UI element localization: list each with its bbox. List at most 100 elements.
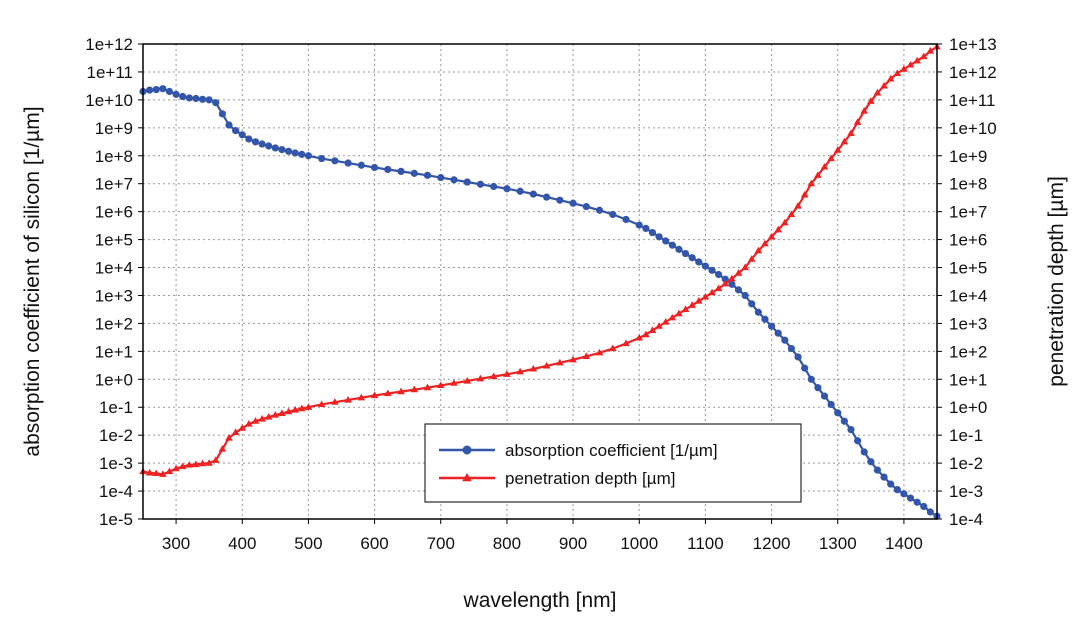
penetration-point bbox=[304, 403, 313, 410]
right-tick-label: 1e-1 bbox=[949, 426, 983, 445]
right-tick-label: 1e-3 bbox=[949, 482, 983, 501]
x-tick-label: 1000 bbox=[620, 534, 658, 553]
absorption-point bbox=[556, 196, 564, 204]
right-tick-label: 1e+5 bbox=[949, 259, 987, 278]
penetration-point bbox=[284, 407, 293, 415]
absorption-point bbox=[543, 193, 551, 201]
penetration-point bbox=[298, 404, 306, 412]
penetration-point bbox=[205, 459, 213, 466]
absorption-point bbox=[238, 131, 246, 139]
penetration-point bbox=[919, 52, 928, 60]
absorption-point bbox=[284, 147, 293, 155]
penetration-point bbox=[251, 417, 260, 424]
x-tick-label: 400 bbox=[228, 534, 256, 553]
left-tick-label: 1e-2 bbox=[99, 426, 133, 445]
penetration-point bbox=[794, 202, 802, 209]
absorption-point bbox=[926, 508, 934, 516]
penetration-point bbox=[747, 255, 756, 262]
series-penetration bbox=[139, 42, 941, 477]
absorption-point bbox=[437, 173, 445, 182]
penetration-point bbox=[873, 88, 882, 96]
penetration-point bbox=[655, 322, 663, 329]
x-tick-label: 1100 bbox=[687, 534, 724, 553]
absorption-point bbox=[503, 185, 511, 193]
absorption-point bbox=[179, 92, 187, 101]
penetration-point bbox=[820, 162, 829, 170]
absorption-point bbox=[741, 291, 749, 300]
absorption-point bbox=[159, 85, 167, 93]
absorption-point bbox=[715, 270, 723, 279]
right-tick-label: 1e+4 bbox=[949, 286, 987, 305]
absorption-point bbox=[787, 344, 796, 353]
left-axis-ticks: 1e+12 1e+11 1e+10 1e+9 1e+8 1e+7 1e+6 1e+5 1e+4 1… bbox=[85, 35, 143, 529]
penetration-point bbox=[721, 279, 730, 287]
absorption-point bbox=[801, 364, 809, 372]
plot-frame bbox=[142, 43, 938, 520]
absorption-point bbox=[860, 448, 868, 456]
penetration-point bbox=[218, 445, 227, 452]
penetration-point bbox=[331, 398, 339, 405]
penetration-point bbox=[635, 333, 644, 341]
absorption-point bbox=[476, 180, 485, 188]
penetration-point bbox=[165, 467, 174, 475]
penetration-point bbox=[840, 137, 849, 145]
penetration-point bbox=[542, 361, 551, 369]
absorption-point bbox=[212, 99, 220, 107]
penetration-point bbox=[317, 400, 326, 408]
absorption-point bbox=[913, 498, 921, 506]
absorption-point bbox=[344, 159, 352, 167]
absorption-point bbox=[225, 121, 233, 129]
absorption-point bbox=[192, 94, 200, 103]
penetration-point bbox=[781, 218, 789, 226]
absorption-point bbox=[880, 473, 888, 481]
penetration-point bbox=[556, 358, 564, 366]
left-tick-label: 1e+3 bbox=[95, 286, 133, 305]
penetration-point bbox=[225, 433, 233, 441]
penetration-point bbox=[668, 313, 677, 321]
penetration-point bbox=[886, 74, 895, 82]
penetration-point bbox=[503, 370, 511, 377]
penetration-point bbox=[622, 339, 630, 347]
absorption-point bbox=[662, 237, 670, 245]
left-tick-label: 1e+4 bbox=[95, 259, 133, 278]
absorption-point bbox=[867, 458, 875, 466]
penetration-point bbox=[787, 210, 796, 218]
absorption-point bbox=[834, 409, 842, 417]
left-tick-label: 1e+2 bbox=[95, 314, 133, 333]
absorption-point bbox=[642, 224, 650, 233]
x-tick-label: 500 bbox=[294, 534, 322, 553]
right-tick-label: 1e+13 bbox=[949, 35, 997, 54]
absorption-point bbox=[767, 322, 776, 330]
right-tick-label: 1e-2 bbox=[949, 454, 983, 473]
absorption-point bbox=[529, 190, 537, 198]
absorption-point bbox=[582, 203, 590, 211]
legend: absorption coefficient [1/µm] penetratio… bbox=[424, 423, 802, 503]
penetration-point bbox=[714, 284, 723, 292]
penetration-point bbox=[728, 274, 736, 282]
absorption-point bbox=[245, 135, 253, 143]
penetration-point bbox=[172, 464, 180, 472]
absorption-point bbox=[854, 437, 862, 445]
absorption-point bbox=[622, 215, 630, 224]
left-tick-label: 1e+7 bbox=[95, 175, 133, 194]
x-tick-label: 1400 bbox=[885, 534, 923, 553]
absorption-point bbox=[331, 157, 339, 165]
absorption-point bbox=[185, 94, 193, 102]
penetration-point bbox=[436, 381, 445, 389]
penetration-point bbox=[529, 364, 538, 372]
right-tick-label: 1e+11 bbox=[949, 91, 995, 110]
absorption-point bbox=[900, 490, 908, 498]
penetration-point bbox=[245, 420, 253, 427]
right-tick-label: 1e+8 bbox=[949, 175, 987, 194]
absorption-point bbox=[304, 152, 313, 160]
penetration-point bbox=[145, 468, 154, 476]
absorption-point bbox=[648, 229, 657, 237]
absorption-point bbox=[271, 144, 279, 152]
absorption-point bbox=[357, 161, 365, 169]
right-tick-label: 1e+2 bbox=[949, 342, 987, 361]
absorption-point bbox=[655, 233, 663, 241]
right-tick-label: 1e+6 bbox=[949, 231, 987, 250]
absorption-point bbox=[675, 245, 683, 253]
absorption-point bbox=[807, 375, 815, 383]
absorption-point bbox=[873, 466, 882, 474]
